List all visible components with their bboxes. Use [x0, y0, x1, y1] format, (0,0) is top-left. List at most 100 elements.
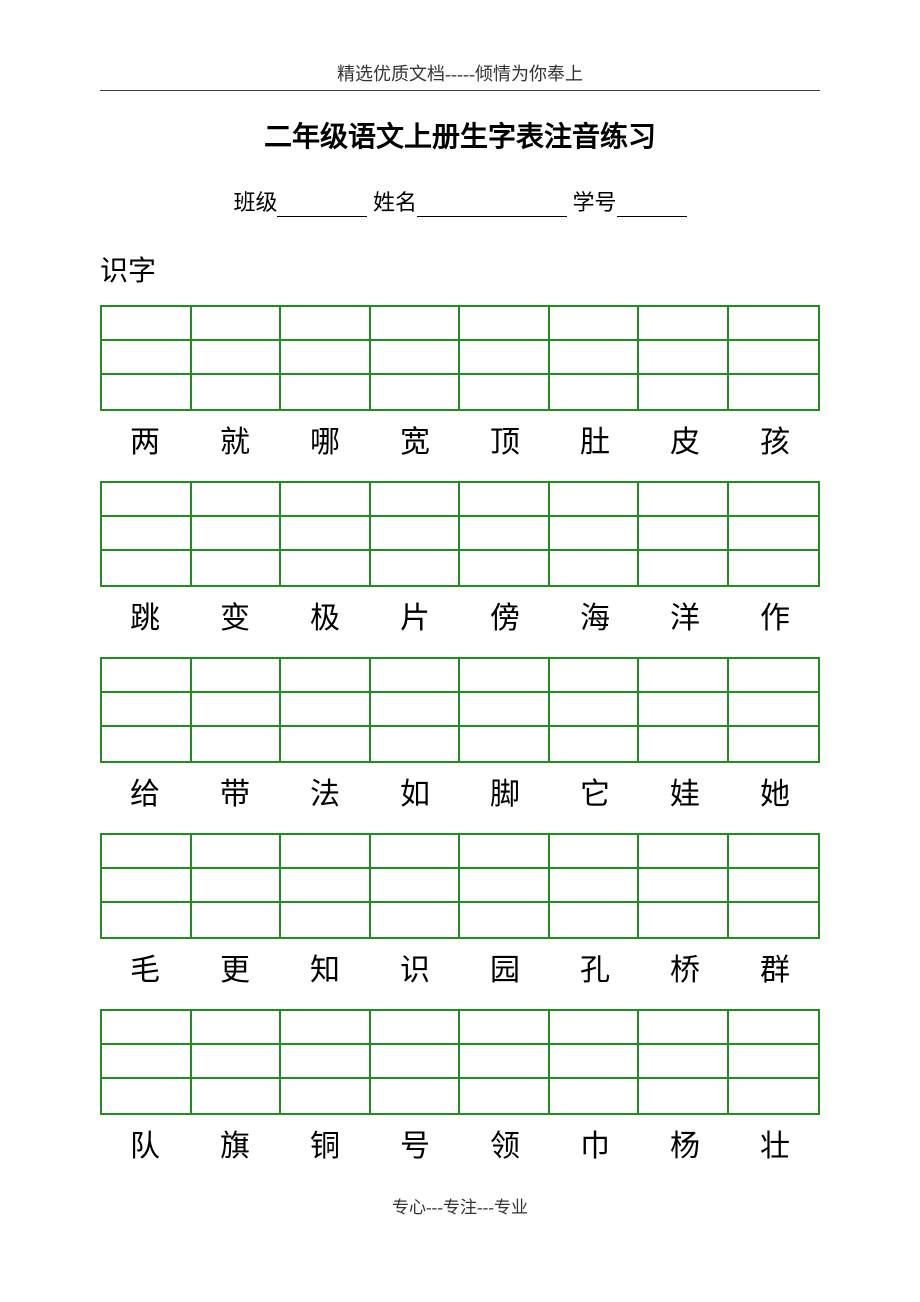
- pinyin-cell[interactable]: [550, 693, 640, 727]
- pinyin-cell[interactable]: [729, 869, 819, 903]
- pinyin-cell[interactable]: [729, 307, 819, 341]
- pinyin-cell[interactable]: [639, 1079, 729, 1113]
- pinyin-cell[interactable]: [102, 483, 192, 517]
- pinyin-cell[interactable]: [460, 341, 550, 375]
- pinyin-cell[interactable]: [729, 1079, 819, 1113]
- pinyin-cell[interactable]: [460, 307, 550, 341]
- pinyin-cell[interactable]: [192, 341, 282, 375]
- id-blank[interactable]: [617, 195, 687, 217]
- pinyin-cell[interactable]: [371, 517, 461, 551]
- pinyin-cell[interactable]: [192, 903, 282, 937]
- pinyin-cell[interactable]: [371, 869, 461, 903]
- pinyin-cell[interactable]: [550, 1079, 640, 1113]
- pinyin-cell[interactable]: [371, 551, 461, 585]
- pinyin-cell[interactable]: [729, 1045, 819, 1079]
- pinyin-cell[interactable]: [281, 1079, 371, 1113]
- pinyin-cell[interactable]: [639, 727, 729, 761]
- pinyin-cell[interactable]: [550, 375, 640, 409]
- pinyin-cell[interactable]: [102, 1011, 192, 1045]
- pinyin-cell[interactable]: [281, 869, 371, 903]
- pinyin-cell[interactable]: [639, 551, 729, 585]
- pinyin-cell[interactable]: [192, 659, 282, 693]
- pinyin-cell[interactable]: [281, 517, 371, 551]
- pinyin-cell[interactable]: [460, 551, 550, 585]
- pinyin-cell[interactable]: [371, 1045, 461, 1079]
- pinyin-cell[interactable]: [192, 483, 282, 517]
- pinyin-cell[interactable]: [371, 835, 461, 869]
- pinyin-cell[interactable]: [371, 1011, 461, 1045]
- pinyin-cell[interactable]: [729, 551, 819, 585]
- pinyin-cell[interactable]: [639, 341, 729, 375]
- pinyin-cell[interactable]: [729, 341, 819, 375]
- pinyin-cell[interactable]: [550, 483, 640, 517]
- pinyin-cell[interactable]: [371, 693, 461, 727]
- pinyin-cell[interactable]: [639, 903, 729, 937]
- pinyin-cell[interactable]: [639, 307, 729, 341]
- pinyin-cell[interactable]: [102, 903, 192, 937]
- pinyin-cell[interactable]: [102, 341, 192, 375]
- pinyin-cell[interactable]: [371, 307, 461, 341]
- pinyin-cell[interactable]: [460, 517, 550, 551]
- pinyin-cell[interactable]: [729, 835, 819, 869]
- pinyin-cell[interactable]: [550, 307, 640, 341]
- pinyin-cell[interactable]: [639, 1045, 729, 1079]
- pinyin-cell[interactable]: [281, 659, 371, 693]
- pinyin-cell[interactable]: [281, 375, 371, 409]
- pinyin-cell[interactable]: [371, 483, 461, 517]
- pinyin-cell[interactable]: [550, 341, 640, 375]
- pinyin-cell[interactable]: [460, 1079, 550, 1113]
- pinyin-cell[interactable]: [102, 1045, 192, 1079]
- pinyin-cell[interactable]: [102, 693, 192, 727]
- pinyin-cell[interactable]: [371, 1079, 461, 1113]
- pinyin-cell[interactable]: [639, 483, 729, 517]
- pinyin-cell[interactable]: [192, 1045, 282, 1079]
- pinyin-cell[interactable]: [192, 517, 282, 551]
- pinyin-cell[interactable]: [192, 1011, 282, 1045]
- pinyin-cell[interactable]: [729, 903, 819, 937]
- pinyin-cell[interactable]: [729, 375, 819, 409]
- pinyin-cell[interactable]: [371, 375, 461, 409]
- pinyin-cell[interactable]: [102, 307, 192, 341]
- pinyin-cell[interactable]: [102, 869, 192, 903]
- pinyin-cell[interactable]: [729, 517, 819, 551]
- pinyin-cell[interactable]: [102, 835, 192, 869]
- pinyin-cell[interactable]: [281, 307, 371, 341]
- pinyin-cell[interactable]: [460, 483, 550, 517]
- pinyin-cell[interactable]: [550, 551, 640, 585]
- pinyin-cell[interactable]: [550, 727, 640, 761]
- pinyin-cell[interactable]: [192, 693, 282, 727]
- pinyin-cell[interactable]: [460, 1045, 550, 1079]
- pinyin-cell[interactable]: [729, 659, 819, 693]
- pinyin-cell[interactable]: [281, 727, 371, 761]
- pinyin-cell[interactable]: [192, 551, 282, 585]
- pinyin-cell[interactable]: [639, 693, 729, 727]
- pinyin-cell[interactable]: [281, 903, 371, 937]
- pinyin-cell[interactable]: [550, 659, 640, 693]
- pinyin-cell[interactable]: [102, 1079, 192, 1113]
- pinyin-cell[interactable]: [460, 727, 550, 761]
- pinyin-cell[interactable]: [639, 517, 729, 551]
- pinyin-cell[interactable]: [192, 727, 282, 761]
- class-blank[interactable]: [277, 195, 367, 217]
- pinyin-cell[interactable]: [192, 1079, 282, 1113]
- pinyin-cell[interactable]: [102, 659, 192, 693]
- pinyin-cell[interactable]: [639, 659, 729, 693]
- pinyin-cell[interactable]: [639, 869, 729, 903]
- pinyin-cell[interactable]: [102, 551, 192, 585]
- pinyin-cell[interactable]: [192, 835, 282, 869]
- pinyin-cell[interactable]: [550, 1045, 640, 1079]
- pinyin-cell[interactable]: [460, 835, 550, 869]
- pinyin-cell[interactable]: [281, 835, 371, 869]
- pinyin-cell[interactable]: [281, 1011, 371, 1045]
- pinyin-cell[interactable]: [639, 375, 729, 409]
- pinyin-cell[interactable]: [729, 1011, 819, 1045]
- pinyin-cell[interactable]: [281, 693, 371, 727]
- pinyin-cell[interactable]: [550, 517, 640, 551]
- pinyin-cell[interactable]: [460, 375, 550, 409]
- pinyin-cell[interactable]: [192, 375, 282, 409]
- pinyin-cell[interactable]: [639, 835, 729, 869]
- pinyin-cell[interactable]: [729, 727, 819, 761]
- pinyin-cell[interactable]: [281, 551, 371, 585]
- pinyin-cell[interactable]: [371, 341, 461, 375]
- pinyin-cell[interactable]: [550, 869, 640, 903]
